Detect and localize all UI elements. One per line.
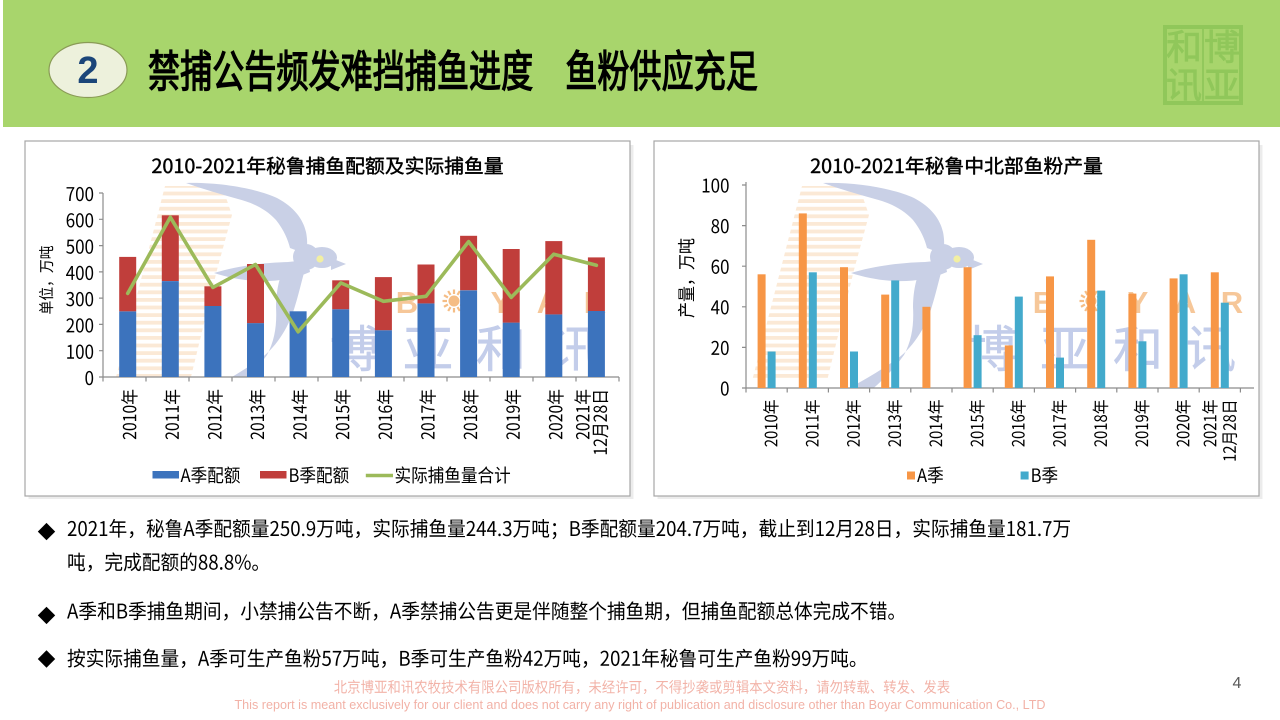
- svg-text:2: 2: [77, 50, 98, 92]
- svg-text:This report is meant exclusive: This report is meant exclusively for our…: [234, 698, 1045, 712]
- svg-text:4: 4: [1233, 675, 1242, 692]
